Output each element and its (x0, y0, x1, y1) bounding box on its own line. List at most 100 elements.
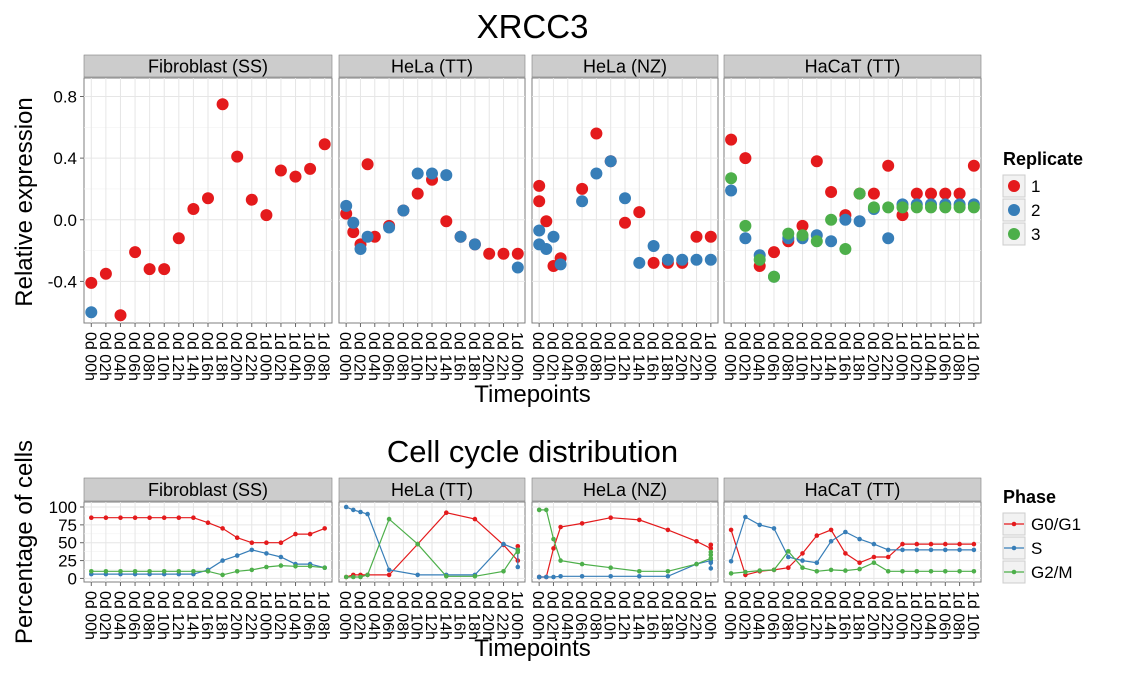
data-point (676, 253, 689, 266)
facet-label: HeLa (TT) (391, 480, 473, 500)
data-point (967, 159, 980, 172)
data-point (558, 574, 563, 579)
x-tick-label: 0d 20h (227, 591, 244, 640)
data-point (825, 235, 838, 248)
data-point (511, 247, 524, 260)
data-point (483, 247, 496, 260)
data-point (708, 549, 714, 555)
legend-point (1011, 521, 1017, 527)
data-point (307, 564, 313, 569)
data-point (264, 564, 269, 570)
x-tick-label: 1d 06h (300, 332, 317, 381)
legend-label: 3 (1031, 225, 1040, 244)
x-tick-label: 0d 10h (793, 591, 810, 640)
x-tick-label: 0d 14h (183, 332, 200, 381)
facet-label: HaCaT (TT) (805, 57, 901, 77)
x-tick-label: 0d 14h (436, 332, 453, 381)
x-tick-label: 1d 00h (508, 591, 525, 640)
data-point (264, 540, 269, 545)
data-point (278, 540, 284, 545)
data-point (176, 569, 182, 574)
data-point (85, 276, 98, 289)
x-tick-label: 0d 20h (479, 591, 496, 640)
data-point (234, 535, 240, 540)
data-point (728, 527, 734, 533)
data-point (867, 187, 880, 200)
data-point (304, 162, 317, 175)
data-point (264, 551, 269, 556)
data-point (885, 569, 891, 574)
data-point (89, 569, 94, 574)
x-tick-label: 0d 08h (393, 332, 410, 381)
x-tick-label: 1d 06h (300, 591, 317, 640)
data-point (814, 569, 820, 574)
x-tick-label: 0d 04h (365, 591, 382, 640)
data-point (637, 574, 642, 579)
x-tick-label: 0d 08h (778, 591, 795, 640)
data-point (551, 536, 556, 542)
data-point (708, 566, 714, 571)
data-point (800, 558, 805, 563)
data-point (501, 569, 506, 574)
data-point (89, 515, 94, 520)
data-point (220, 572, 225, 578)
legend-label: G0/G1 (1031, 515, 1081, 534)
data-point (511, 261, 524, 274)
x-tick-label: 0d 12h (169, 332, 186, 381)
data-point (347, 226, 360, 239)
x-tick-label: 0d 22h (494, 591, 511, 640)
data-point (885, 547, 891, 553)
data-point (843, 551, 848, 556)
series-line (730, 516, 974, 564)
data-point (343, 504, 349, 510)
data-point (540, 243, 553, 255)
panel-background (723, 77, 982, 324)
data-point (800, 551, 805, 556)
data-point (307, 531, 313, 537)
x-tick-label: 1d 02h (271, 591, 288, 640)
x-tick-label: 0d 12h (422, 591, 439, 640)
data-point (896, 201, 909, 214)
data-point (786, 565, 791, 570)
legend-label: 1 (1031, 177, 1040, 196)
data-point (753, 253, 766, 266)
x-tick-label: 0d 04h (750, 332, 767, 381)
data-point (771, 567, 777, 573)
data-point (468, 238, 481, 251)
facet-strip (338, 54, 526, 78)
x-tick-label: 0d 02h (350, 332, 367, 381)
data-point (143, 263, 156, 276)
x-tick-label: 0d 08h (140, 591, 157, 640)
data-point (857, 566, 862, 572)
x-tick-label: 0d 22h (242, 332, 259, 381)
x-tick-label: 0d 18h (658, 591, 675, 640)
x-tick-label: 0d 10h (601, 591, 618, 640)
data-point (540, 215, 553, 228)
data-point (411, 187, 424, 200)
data-point (708, 556, 714, 561)
data-point (957, 569, 962, 574)
data-point (928, 541, 934, 547)
x-tick-label: 0d 04h (558, 591, 575, 640)
y-tick-label: 100 (49, 498, 77, 517)
data-point (637, 517, 642, 523)
x-tick-label: 0d 16h (644, 332, 661, 381)
legend-point (1008, 204, 1020, 216)
x-tick-label: 0d 22h (878, 591, 895, 640)
x-tick-label: 0d 04h (750, 591, 767, 640)
data-point (768, 270, 780, 283)
data-point (971, 547, 977, 553)
x-tick-label: 1d 00h (701, 591, 718, 640)
data-point (743, 569, 748, 575)
data-point (411, 167, 424, 180)
x-tick-label: 0d 18h (213, 332, 230, 381)
x-tick-label: 0d 08h (586, 332, 603, 381)
data-point (925, 201, 937, 214)
data-point (704, 253, 717, 266)
y-tick-label: 0.4 (53, 149, 77, 168)
data-point (971, 569, 977, 574)
data-point (725, 184, 738, 197)
x-tick-label: 0d 02h (543, 332, 560, 381)
